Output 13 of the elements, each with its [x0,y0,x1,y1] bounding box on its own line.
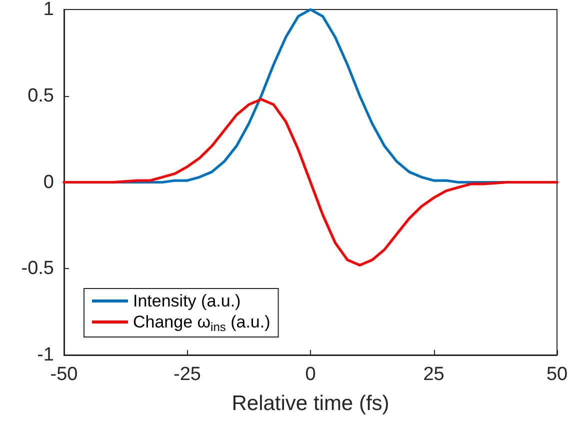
y-tick-label: 0.5 [28,85,54,106]
x-tick-label: -25 [174,364,201,385]
legend-label: Intensity (a.u.) [133,292,241,310]
x-tick-label: 0 [305,364,316,385]
y-tick-label: 0 [43,172,54,193]
y-tick-label: -1 [37,344,54,366]
line-series [62,98,558,266]
x-tick-label: -50 [50,364,78,385]
x-axis-title: Relative time (fs) [232,392,390,415]
y-tick-label: 1 [43,0,54,20]
x-tick-label: 50 [546,364,568,385]
y-tick-label: -0.5 [21,258,54,280]
x-tick-label: 25 [423,364,444,385]
